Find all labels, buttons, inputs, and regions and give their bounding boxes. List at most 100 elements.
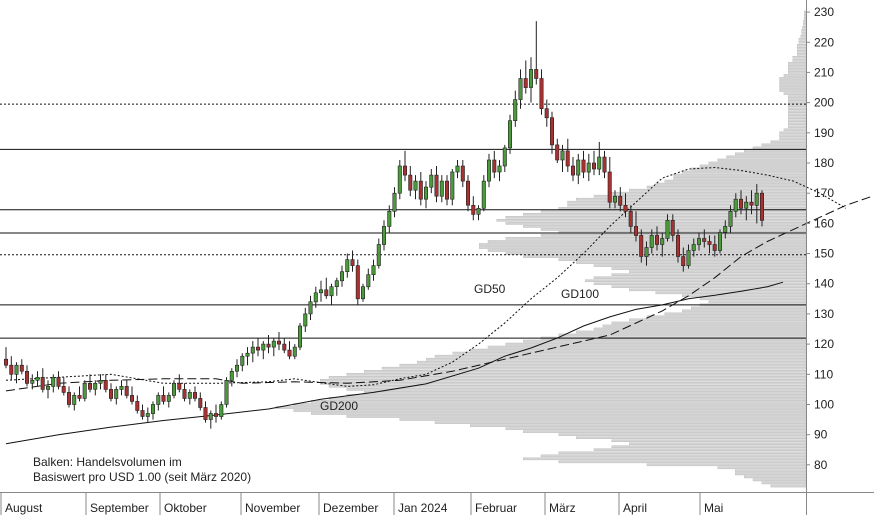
candle-body-107: [565, 150, 570, 167]
volume-bar-129: [788, 95, 807, 98]
y-tick-labels: 80 90 100 110 120 130 140 150 160 170 180 190 200 210…: [806, 5, 834, 472]
candle-body-94: [497, 165, 502, 173]
volume-note-background: [28, 453, 248, 487]
candle-body-43: [229, 370, 234, 381]
volume-bar-40: [399, 363, 807, 367]
volume-bar-135: [779, 77, 807, 80]
candle-body-13: [72, 395, 77, 405]
volume-bar-99: [646, 185, 807, 189]
candle-body-131: [691, 244, 696, 251]
candle-body-40: [214, 413, 219, 417]
volume-bar-8: [558, 460, 807, 464]
volume-bar-103: [673, 173, 807, 177]
volume-bar-25: [293, 409, 807, 412]
volume-bar-157: [804, 10, 807, 14]
volume-bar-98: [629, 188, 807, 192]
volume-bar-153: [803, 22, 807, 26]
volume-bar-30: [346, 394, 807, 397]
y-tick-label-130: 130: [814, 307, 834, 321]
candle-body-87: [460, 165, 465, 182]
candle-body-141: [744, 201, 749, 209]
volume-bar-134: [779, 80, 807, 83]
candle-body-21: [114, 389, 119, 399]
volume-bar-104: [682, 170, 807, 174]
candle-body-138: [728, 211, 733, 227]
candle-body-112: [591, 162, 596, 170]
y-tick-label-140: 140: [814, 277, 834, 291]
volume-bar-125: [788, 107, 807, 110]
volume-bar-14: [629, 442, 807, 446]
candle-body-95: [502, 147, 507, 167]
candle-body-6: [35, 376, 40, 381]
y-tick-label-100: 100: [814, 398, 834, 412]
candle-body-116: [612, 195, 617, 203]
y-tick-label-80: 80: [814, 458, 828, 472]
candle-body-125: [660, 238, 665, 245]
candle-body-65: [345, 259, 350, 273]
candle-body-63: [334, 280, 339, 288]
candle-body-69: [366, 274, 371, 288]
volume-bar-112: [752, 146, 807, 150]
volume-bar-107: [708, 161, 807, 165]
volume-bar-19: [505, 427, 807, 430]
candle-body-121: [639, 235, 644, 257]
volume-bar-38: [364, 370, 807, 373]
candle-body-29: [156, 395, 161, 405]
candle-body-140: [738, 198, 743, 209]
volume-bar-76: [523, 255, 807, 258]
volume-bar-105: [691, 167, 807, 171]
x-tick-label-6: Februar: [475, 501, 517, 515]
candle-body-71: [376, 244, 381, 266]
candle-body-67: [355, 265, 360, 300]
volume-bar-92: [558, 206, 807, 210]
candle-body-92: [486, 159, 491, 182]
volume-bar-1: [761, 481, 807, 485]
candle-body-76: [402, 165, 407, 176]
x-tick-label-7: März: [549, 501, 576, 515]
candle-body-59: [313, 292, 318, 303]
candle-body-9: [51, 376, 56, 387]
candle-body-108: [570, 165, 575, 176]
candle-body-83: [439, 180, 444, 197]
candle-body-25: [135, 401, 140, 411]
candle-body-103: [544, 108, 549, 119]
y-tick-label-210: 210: [814, 65, 834, 79]
candle-body-35: [187, 392, 192, 399]
candle-body-82: [434, 174, 439, 197]
candle-body-70: [371, 265, 376, 276]
volume-bar-156: [804, 13, 807, 17]
candle-body-106: [560, 150, 565, 161]
volume-bar-15: [611, 439, 807, 443]
volume-bar-155: [804, 16, 807, 20]
candle-body-34: [182, 389, 187, 399]
volume-bar-68: [585, 279, 807, 283]
volume-bar-110: [735, 152, 807, 156]
candle-body-45: [240, 355, 245, 366]
candle-body-38: [203, 407, 208, 420]
volume-bar-2: [752, 478, 807, 482]
volume-bar-143: [797, 53, 807, 56]
volume-bar-41: [417, 360, 807, 364]
candle-body-93: [492, 159, 497, 173]
volume-bar-144: [797, 50, 807, 53]
y-tick-label-150: 150: [814, 247, 834, 261]
candle-body-66: [350, 259, 355, 266]
candle-body-33: [177, 382, 182, 390]
ma-label-gd100: GD100: [561, 287, 599, 301]
volume-bar-33: [328, 385, 807, 388]
candle-body-5: [30, 379, 35, 384]
candle-body-133: [702, 238, 707, 242]
volume-bar-126: [788, 104, 807, 107]
candle-body-62: [329, 286, 334, 297]
y-tick-label-180: 180: [814, 156, 834, 170]
volume-bar-31: [364, 391, 807, 394]
volume-bar-117: [779, 131, 807, 135]
candle-body-98: [518, 78, 523, 100]
volume-bar-94: [567, 200, 807, 204]
volume-note: Balken: Handelsvolumen im Basiswert pro …: [28, 453, 251, 487]
volume-bar-88: [496, 218, 807, 222]
candle-body-130: [686, 250, 691, 266]
candle-body-135: [712, 244, 717, 251]
volume-bar-13: [611, 445, 807, 449]
volume-bar-122: [788, 116, 807, 119]
